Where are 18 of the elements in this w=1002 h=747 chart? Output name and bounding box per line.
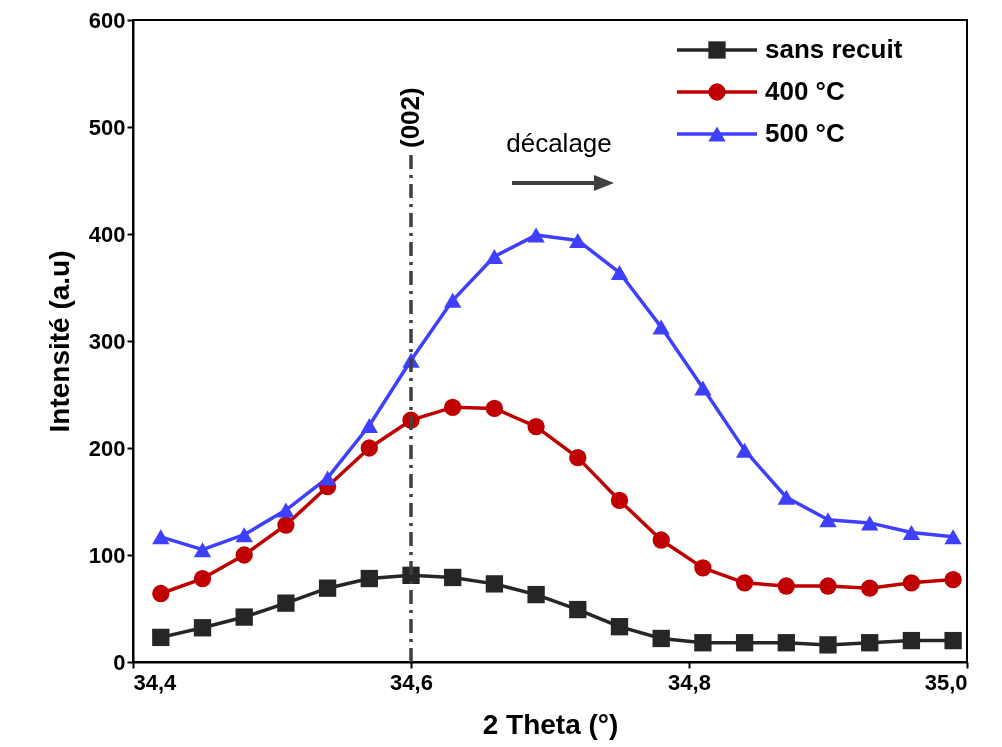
x-tick-label: 34,8 xyxy=(668,669,711,695)
y-tick-label: 300 xyxy=(88,328,126,354)
legend-label: 400 °C xyxy=(765,76,845,106)
y-tick-label: 200 xyxy=(88,435,126,461)
y-tick-label: 0 xyxy=(113,649,126,675)
x-axis-title: 2 Theta (°) xyxy=(482,708,619,740)
legend-label: 500 °C xyxy=(765,118,845,148)
y-tick-label: 400 xyxy=(88,221,126,247)
x-tick-label: 34,4 xyxy=(133,669,178,695)
y-axis-title: Intensité (a.u) xyxy=(43,250,75,433)
y-tick-label: 600 xyxy=(88,7,126,33)
annotation: (002) xyxy=(395,87,425,148)
annotation: décalage xyxy=(506,128,612,158)
x-tick-label: 35,0 xyxy=(924,669,968,695)
y-tick-label: 100 xyxy=(88,542,126,568)
y-tick-label: 500 xyxy=(88,114,126,140)
x-tick-label: 34,6 xyxy=(390,669,433,695)
legend-label: sans recuit xyxy=(765,34,903,64)
